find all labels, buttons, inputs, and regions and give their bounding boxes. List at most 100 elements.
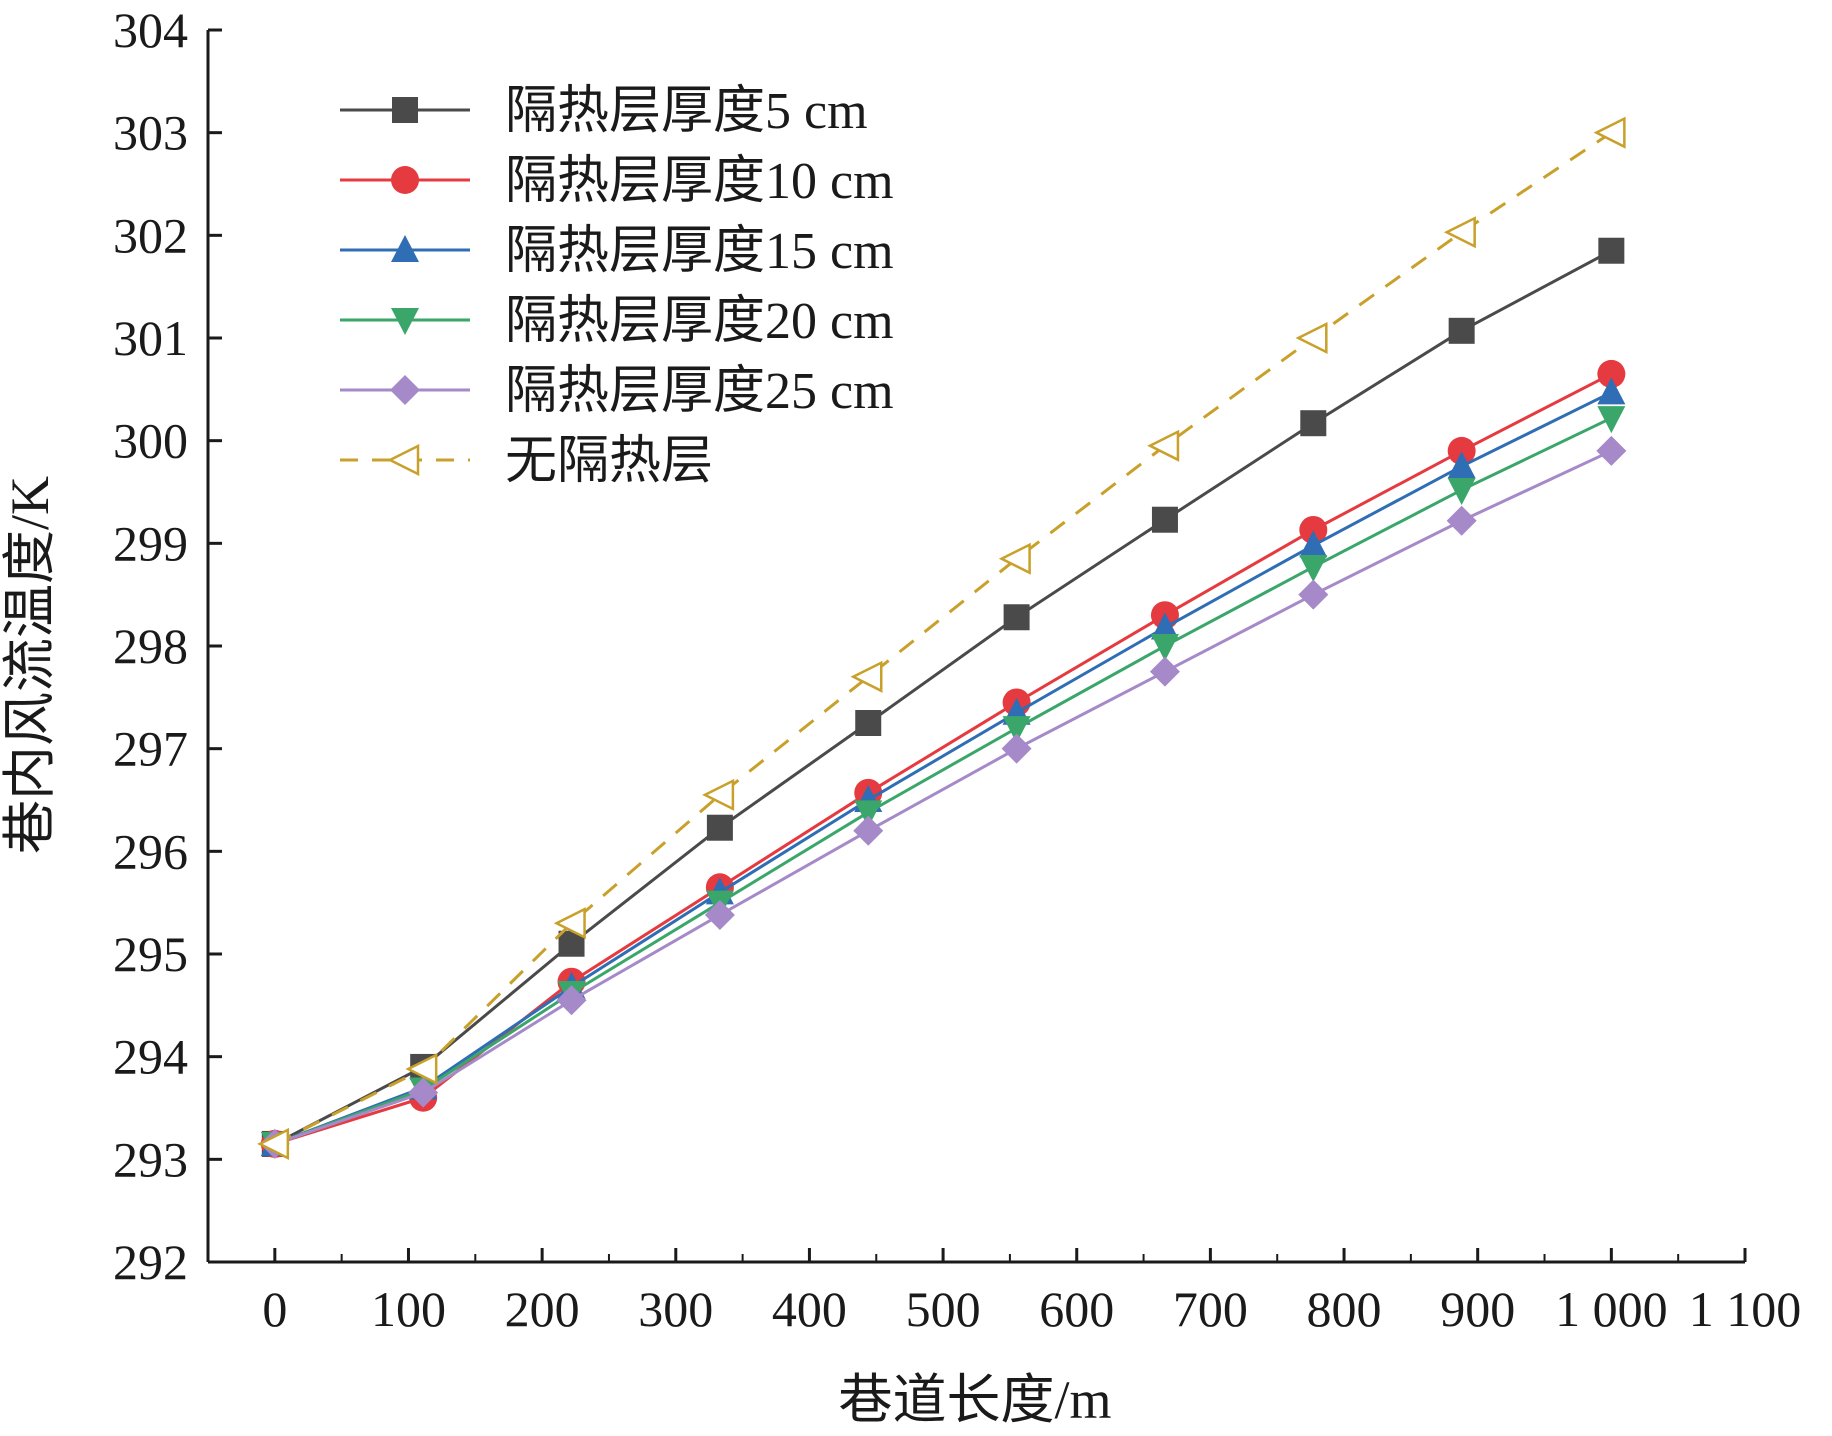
legend-label: 隔热层厚度10 cm — [505, 153, 894, 210]
legend-item: 隔热层厚度10 cm — [340, 153, 894, 210]
data-point — [1447, 451, 1476, 479]
y-tick-label: 301 — [113, 310, 188, 366]
x-axis-title: 巷道长度/m — [838, 1370, 1111, 1430]
data-point — [1597, 377, 1626, 405]
legend-label: 隔热层厚度20 cm — [505, 293, 894, 350]
legend-item: 无隔热层 — [340, 433, 713, 490]
x-tick-label: 800 — [1307, 1281, 1382, 1337]
legend-item: 隔热层厚度15 cm — [340, 223, 894, 280]
x-tick-label: 700 — [1173, 1281, 1248, 1337]
data-point — [1295, 321, 1328, 355]
data-point — [702, 778, 735, 811]
legend-item: 隔热层厚度25 cm — [340, 363, 894, 420]
x-tick-label: 100 — [371, 1281, 446, 1337]
data-point — [1150, 612, 1179, 640]
data-point — [1593, 116, 1626, 149]
series-line — [274, 372, 1613, 1146]
series-2 — [260, 359, 1626, 1158]
y-tick-label: 304 — [113, 2, 188, 58]
y-tick-label: 300 — [113, 413, 188, 469]
data-point — [1598, 237, 1625, 264]
series-1 — [261, 237, 1625, 1157]
data-point — [1149, 656, 1180, 687]
y-tick-label: 302 — [113, 207, 188, 263]
data-point — [1298, 579, 1329, 610]
data-point — [1299, 554, 1328, 582]
y-tick-label: 297 — [113, 721, 188, 777]
data-point — [1001, 733, 1032, 764]
x-tick-label: 600 — [1039, 1281, 1114, 1337]
y-tick-label: 299 — [113, 515, 188, 571]
data-point — [257, 1127, 290, 1160]
data-point — [850, 660, 883, 693]
x-tick-label: 0 — [262, 1281, 287, 1337]
series-4 — [260, 406, 1626, 1159]
series-line — [274, 131, 1613, 1146]
axes: 292 293 294 295 296 297 298 299 300 301 302 303 304 0… — [113, 2, 1801, 1337]
data-point — [998, 542, 1031, 575]
y-tick-label: 293 — [113, 1131, 188, 1187]
x-tick-label: 1 000 — [1555, 1281, 1668, 1337]
data-point — [1151, 506, 1178, 533]
legend-label: 隔热层厚度5 cm — [505, 83, 868, 140]
data-point — [1003, 604, 1030, 631]
y-tick-label: 295 — [113, 926, 188, 982]
y-tick-label: 296 — [113, 823, 188, 879]
series-layer — [257, 116, 1627, 1160]
data-point — [855, 710, 882, 736]
legend-item: 隔热层厚度20 cm — [340, 293, 894, 350]
legend-marker — [392, 97, 418, 123]
series-6 — [257, 116, 1626, 1160]
data-point — [1299, 515, 1328, 544]
x-tick-label: 500 — [906, 1281, 981, 1337]
x-tick-label: 900 — [1440, 1281, 1515, 1337]
legend-label: 隔热层厚度25 cm — [505, 363, 894, 420]
y-tick-label: 292 — [113, 1234, 188, 1290]
data-point — [1447, 477, 1476, 505]
data-point — [706, 814, 733, 841]
x-tick-label: 400 — [772, 1281, 847, 1337]
data-point — [556, 985, 587, 1016]
legend-label: 隔热层厚度15 cm — [505, 223, 894, 280]
legend-marker — [387, 443, 420, 477]
legend-label: 无隔热层 — [505, 433, 713, 490]
data-point — [1597, 359, 1626, 388]
data-point — [1300, 410, 1327, 437]
legend-marker — [391, 308, 419, 335]
y-tick-label: 303 — [113, 105, 188, 161]
data-point — [704, 899, 735, 930]
data-point — [1150, 634, 1179, 661]
data-point — [1596, 435, 1627, 466]
data-point — [1597, 406, 1626, 434]
series-line — [274, 449, 1612, 1146]
data-point — [1447, 436, 1476, 465]
legend: 隔热层厚度5 cm 隔热层厚度10 cm 隔热层厚度15 cm 隔热层厚度20 cm 隔… — [340, 83, 894, 490]
data-point — [1446, 505, 1477, 536]
data-point — [1443, 216, 1476, 249]
legend-marker — [391, 235, 419, 262]
series-line — [274, 416, 1612, 1146]
series-line — [274, 249, 1613, 1146]
data-point — [1299, 530, 1328, 558]
data-point — [853, 815, 884, 846]
data-point — [1448, 317, 1475, 344]
y-tick-label: 298 — [113, 618, 188, 674]
x-tick-label: 200 — [505, 1281, 580, 1337]
data-point — [553, 907, 586, 940]
data-point — [408, 1077, 439, 1108]
legend-marker — [391, 166, 419, 194]
x-tick-label: 1 100 — [1689, 1281, 1802, 1337]
data-point — [405, 1052, 438, 1086]
y-tick-label: 294 — [113, 1029, 188, 1085]
series-line — [274, 391, 1613, 1146]
legend-marker — [390, 375, 420, 405]
legend-item: 隔热层厚度5 cm — [340, 83, 868, 140]
data-point — [854, 800, 883, 828]
series-3 — [260, 377, 1626, 1156]
y-axis-title: 巷内风流温度/K — [0, 476, 60, 854]
data-point — [1002, 716, 1031, 744]
x-tick-label: 300 — [638, 1281, 713, 1337]
series-5 — [259, 435, 1627, 1159]
